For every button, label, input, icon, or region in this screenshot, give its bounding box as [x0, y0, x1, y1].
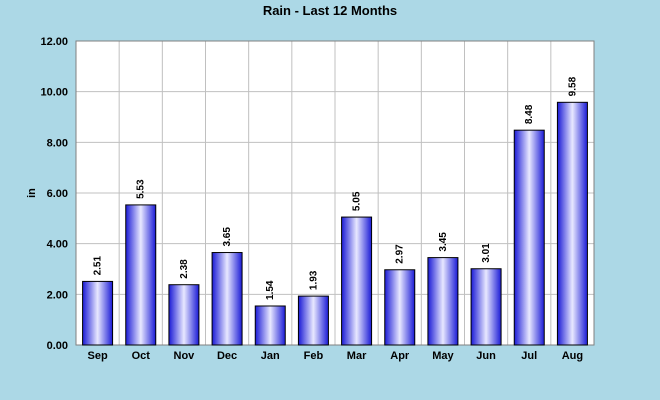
- bar-aug: [556, 101, 588, 346]
- value-label: 1.54: [265, 280, 276, 300]
- value-labels: 2.51 5.53 2.38 3.65 1.54 1.93 5.05 2.97 3.45 3.01…: [93, 76, 579, 300]
- y-axis-ticks: 0.00 2.00 4.00 6.00 8.00 10.00 12.00: [40, 36, 68, 352]
- bar-feb: [297, 295, 329, 346]
- x-tick-label: Jan: [261, 350, 280, 362]
- value-label: 5.53: [136, 179, 147, 199]
- bar-jan: [254, 305, 286, 346]
- value-label: 3.65: [222, 227, 233, 247]
- x-axis-categories: Sep Oct Nov Dec Jan Feb Mar Apr May Jun Jul Aug: [87, 350, 583, 362]
- x-tick-label: Mar: [347, 350, 367, 362]
- bar-apr: [384, 269, 416, 346]
- bar-jul: [513, 129, 545, 346]
- value-label: 3.45: [438, 232, 449, 252]
- y-tick-label: 10.00: [40, 87, 68, 99]
- x-tick-label: Apr: [390, 350, 410, 362]
- value-label: 1.93: [308, 270, 319, 290]
- value-label: 8.48: [524, 104, 535, 124]
- bar-may: [427, 257, 459, 346]
- x-tick-label: Jun: [476, 350, 496, 362]
- y-tick-label: 8.00: [47, 137, 68, 149]
- value-label: 2.97: [395, 244, 406, 264]
- x-tick-label: Dec: [217, 350, 237, 362]
- bar-sep: [82, 280, 114, 346]
- value-label: 2.51: [93, 256, 104, 276]
- y-tick-label: 6.00: [47, 188, 68, 200]
- value-label: 3.01: [481, 243, 492, 263]
- plot-border: [75, 40, 595, 346]
- x-tick-label: Aug: [562, 350, 583, 362]
- chart-title: Rain - Last 12 Months: [263, 3, 397, 18]
- x-tick-label: Feb: [304, 350, 324, 362]
- x-tick-label: Oct: [132, 350, 151, 362]
- grid-lines: [75, 40, 595, 346]
- bar-mar: [341, 216, 373, 346]
- y-tick-label: 0.00: [47, 340, 68, 352]
- bar-dec: [211, 252, 243, 346]
- y-tick-label: 4.00: [47, 239, 68, 251]
- y-tick-label: 2.00: [47, 289, 68, 301]
- y-axis-label: in: [26, 188, 38, 198]
- value-label: 5.05: [352, 191, 363, 211]
- x-tick-label: May: [432, 350, 454, 362]
- bars: [82, 101, 588, 346]
- bar-nov: [168, 284, 200, 346]
- bar-oct: [125, 204, 157, 346]
- value-label: 9.58: [567, 76, 578, 96]
- value-label: 2.38: [179, 259, 190, 279]
- y-tick-label: 12.00: [40, 36, 68, 48]
- x-tick-label: Jul: [521, 350, 537, 362]
- bar-jun: [470, 268, 502, 346]
- x-tick-label: Sep: [87, 350, 107, 362]
- x-tick-label: Nov: [174, 350, 196, 362]
